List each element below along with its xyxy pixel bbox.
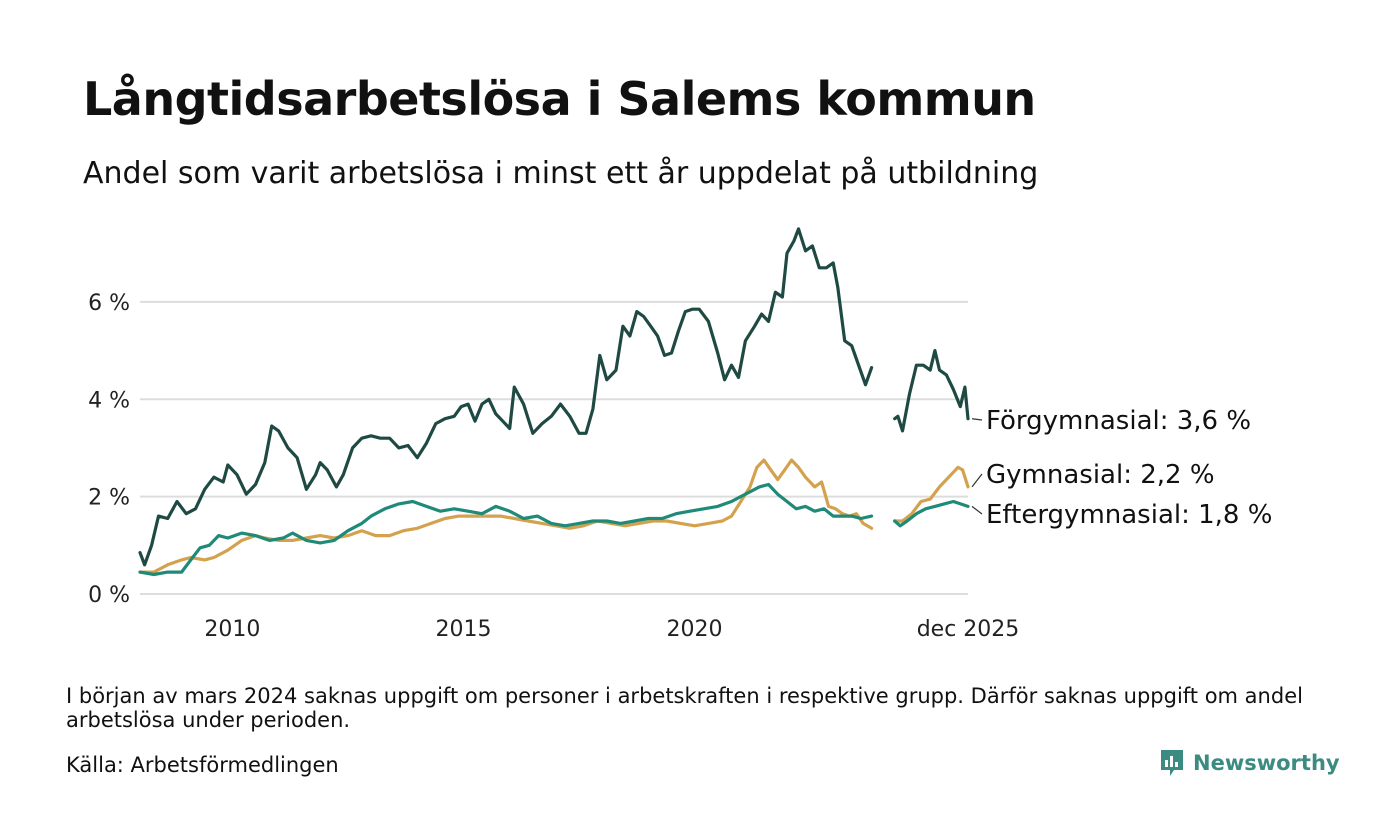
- series-line-förgymnasial-after-gap: [893, 349, 970, 433]
- chart-subtitle: Andel som varit arbetslösa i minst ett å…: [83, 156, 1039, 191]
- gridlines: [140, 300, 968, 595]
- x-tick-label: 2015: [435, 617, 491, 642]
- y-tick-label: 6 %: [88, 291, 130, 316]
- series-line-eftergymnasial-before-gap: [138, 482, 874, 577]
- y-tick-label: 2 %: [88, 486, 130, 511]
- newsworthy-brand[interactable]: Newsworthy: [1159, 748, 1340, 778]
- leader-line-eftergymnasial: [971, 505, 983, 515]
- x-tick-label: dec 2025: [917, 617, 1020, 642]
- chart-title: Långtidsarbetslösa i Salems kommun: [83, 72, 1036, 126]
- source-credit: Källa: Arbetsförmedlingen: [66, 753, 339, 777]
- series-lines: [138, 227, 970, 577]
- x-tick-label: 2020: [667, 617, 723, 642]
- series-line-eftergymnasial-after-gap: [893, 499, 970, 528]
- footnote: I början av mars 2024 saknas uppgift om …: [66, 684, 1303, 732]
- series-label-eftergymnasial: Eftergymnasial: 1,8 %: [986, 500, 1272, 530]
- series-line-gymnasial-after-gap: [893, 465, 970, 523]
- x-axis-tick-labels: 2010 2015 2020 dec 2025: [204, 617, 1019, 642]
- y-tick-label: 0 %: [88, 583, 130, 608]
- series-label-förgymnasial: Förgymnasial: 3,6 %: [986, 406, 1251, 436]
- line-chart: 0 % 2 % 4 % 6 % 2010 2015 2020 dec 2025 Förgym…: [88, 227, 1272, 642]
- series-end-labels: Förgymnasial: 3,6 % Gymnasial: 2,2 % Efter…: [971, 406, 1272, 530]
- newsworthy-logo-icon: [1161, 750, 1183, 776]
- series-line-förgymnasial-before-gap: [138, 227, 874, 567]
- leader-line-förgymnasial: [971, 418, 983, 421]
- x-tick-label: 2010: [204, 617, 260, 642]
- leader-line-gymnasial: [971, 473, 983, 488]
- series-line-gymnasial-before-gap: [138, 458, 874, 574]
- y-tick-label: 4 %: [88, 388, 130, 413]
- series-label-gymnasial: Gymnasial: 2,2 %: [986, 460, 1215, 490]
- y-axis-tick-labels: 0 % 2 % 4 % 6 %: [88, 291, 130, 608]
- brand-name: Newsworthy: [1193, 751, 1340, 775]
